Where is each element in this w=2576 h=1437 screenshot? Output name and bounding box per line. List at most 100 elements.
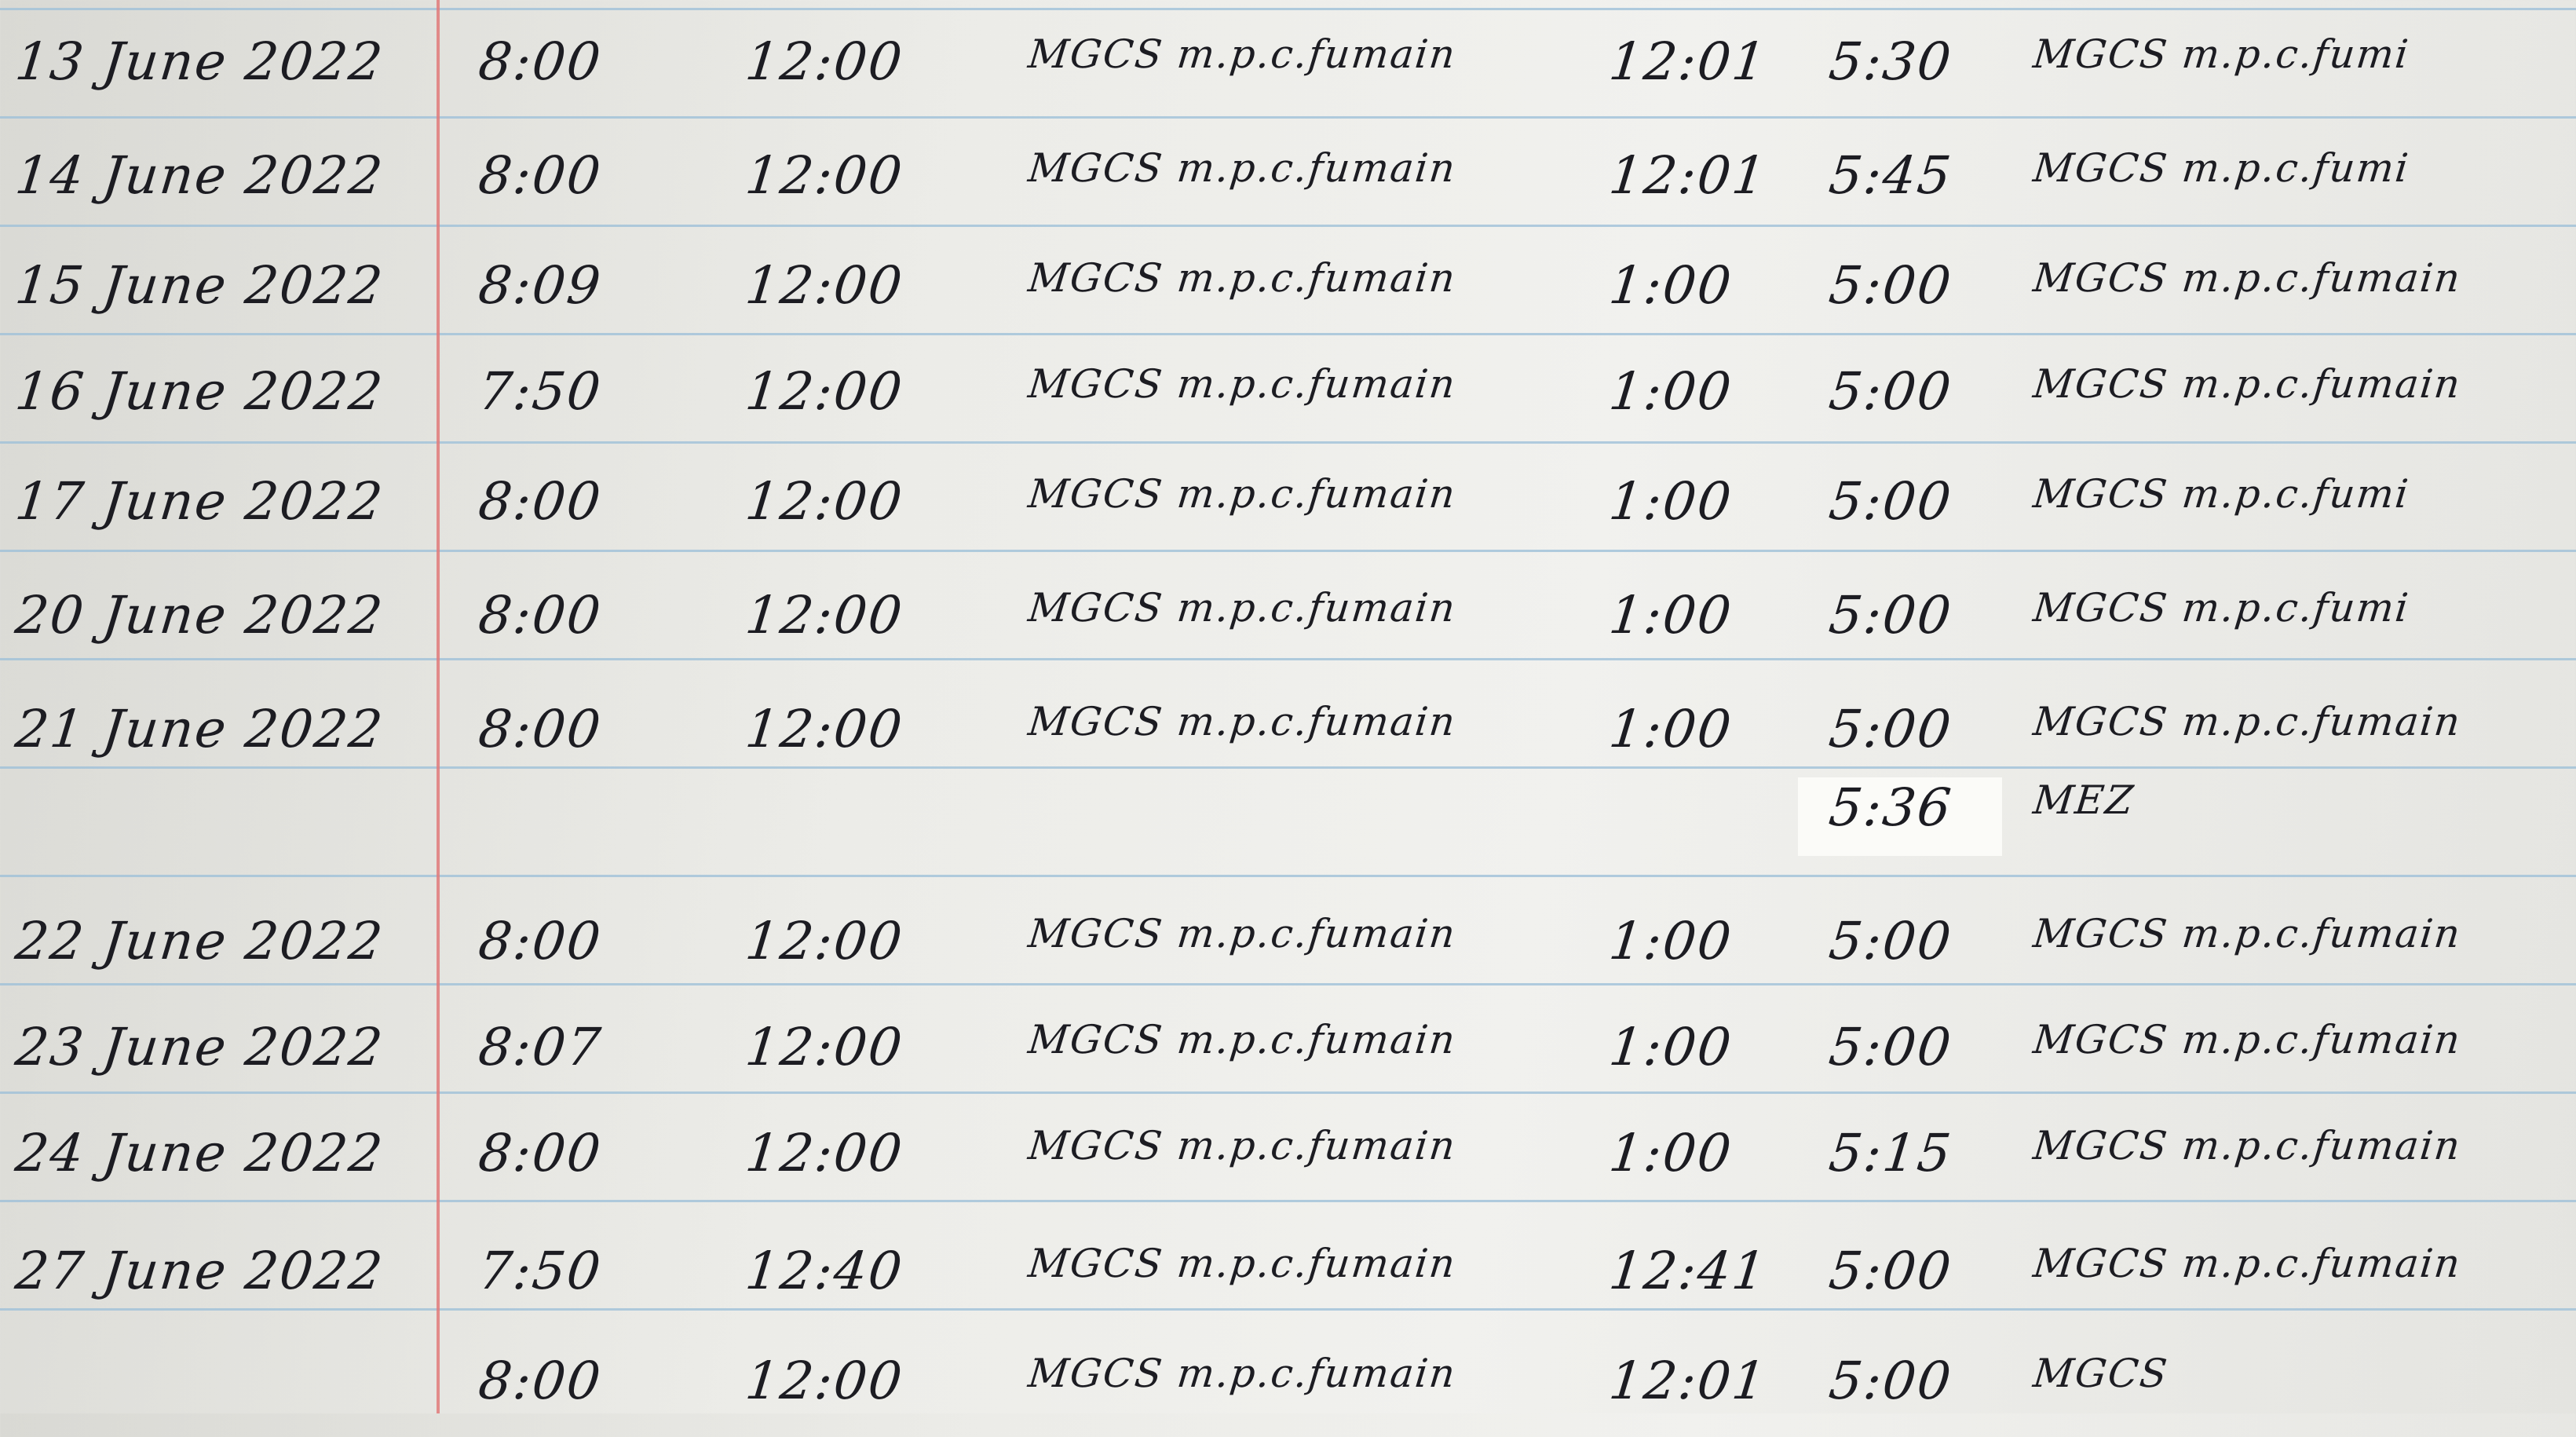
time-out-lunch-cell: 12:00 [742, 1351, 907, 1411]
ruled-line [0, 1200, 2576, 1202]
sign-2-cell: MGCS m.p.c.fumain [2030, 255, 2464, 301]
log-row: 5:36 MEZ [0, 777, 2576, 864]
sign-1-cell: MGCS m.p.c.fumain [1025, 699, 1459, 744]
time-in-cell: 8:00 [475, 1123, 605, 1183]
time-in-cell: 8:00 [475, 31, 605, 92]
date-cell: 24 June 2022 [12, 1123, 387, 1183]
sign-1-cell: MGCS m.p.c.fumain [1025, 1123, 1459, 1168]
time-out-lunch-cell: 12:00 [742, 585, 907, 645]
time-out-cell: 5:30 [1825, 31, 1956, 92]
time-out-cell: 5:00 [1825, 1017, 1956, 1077]
sign-1-cell: MGCS m.p.c.fumain [1025, 1241, 1459, 1286]
date-cell: 13 June 2022 [12, 31, 387, 92]
log-row: 21 June 2022 8:00 12:00 MGCS m.p.c.fumain 1:… [0, 699, 2576, 785]
date-cell: 17 June 2022 [12, 471, 387, 532]
time-out-lunch-cell: 12:00 [742, 31, 907, 92]
ruled-line [0, 441, 2576, 444]
sign-1-cell: MGCS m.p.c.fumain [1025, 1017, 1459, 1062]
ruled-line [0, 8, 2576, 10]
sign-2-cell: MGCS m.p.c.fumain [2030, 1123, 2464, 1168]
sign-2-cell: MEZ [2030, 777, 2137, 823]
sign-2-cell: MGCS m.p.c.fumi [2030, 145, 2412, 191]
time-out-lunch-cell: 12:00 [742, 699, 907, 759]
time-out-lunch-cell: 12:00 [742, 911, 907, 971]
ruled-line [0, 875, 2576, 877]
time-in-lunch-cell: 1:00 [1606, 1017, 1736, 1077]
time-in-cell: 8:00 [475, 585, 605, 645]
log-row: 14 June 2022 8:00 12:00 MGCS m.p.c.fumain 12… [0, 145, 2576, 232]
sign-1-cell: MGCS m.p.c.fumain [1025, 471, 1459, 517]
correction-patch [1798, 777, 2002, 856]
ruled-line [0, 333, 2576, 335]
date-cell: 22 June 2022 [12, 911, 387, 971]
log-row: 15 June 2022 8:09 12:00 MGCS m.p.c.fumain 1:… [0, 255, 2576, 342]
time-out-cell: 5:00 [1825, 471, 1956, 532]
time-out-lunch-cell: 12:00 [742, 361, 907, 422]
time-out-cell: 5:00 [1825, 361, 1956, 422]
sign-2-cell: MGCS m.p.c.fumi [2030, 31, 2412, 77]
time-in-lunch-cell: 1:00 [1606, 471, 1736, 532]
sign-2-cell: MGCS m.p.c.fumi [2030, 471, 2412, 517]
sign-1-cell: MGCS m.p.c.fumain [1025, 1351, 1459, 1396]
log-row: 23 June 2022 8:07 12:00 MGCS m.p.c.fumain 1:… [0, 1017, 2576, 1103]
date-cell: 23 June 2022 [12, 1017, 387, 1077]
date-cell: 16 June 2022 [12, 361, 387, 422]
time-in-lunch-cell: 12:41 [1606, 1241, 1770, 1301]
sign-1-cell: MGCS m.p.c.fumain [1025, 361, 1459, 407]
sign-2-cell: MGCS m.p.c.fumi [2030, 585, 2412, 631]
ruled-line [0, 225, 2576, 227]
date-cell: 27 June 2022 [12, 1241, 387, 1301]
ruled-line [0, 116, 2576, 119]
time-in-cell: 7:50 [475, 1241, 605, 1301]
time-in-cell: 8:09 [475, 255, 605, 316]
time-in-cell: 8:00 [475, 699, 605, 759]
time-in-lunch-cell: 1:00 [1606, 585, 1736, 645]
sign-2-cell: MGCS m.p.c.fumain [2030, 699, 2464, 744]
date-cell: 20 June 2022 [12, 585, 387, 645]
time-in-cell: 8:07 [475, 1017, 605, 1077]
ruled-line [0, 550, 2576, 552]
log-row: 17 June 2022 8:00 12:00 MGCS m.p.c.fumain 1:… [0, 471, 2576, 558]
ruled-line [0, 1308, 2576, 1311]
sign-2-cell: MGCS m.p.c.fumain [2030, 1241, 2464, 1286]
sign-1-cell: MGCS m.p.c.fumain [1025, 911, 1459, 956]
time-out-cell: 5:00 [1825, 911, 1956, 971]
sign-2-cell: MGCS m.p.c.fumain [2030, 361, 2464, 407]
log-row: 20 June 2022 8:00 12:00 MGCS m.p.c.fumain 1:… [0, 585, 2576, 671]
time-in-lunch-cell: 12:01 [1606, 1351, 1770, 1411]
time-out-cell: 5:00 [1825, 585, 1956, 645]
sign-1-cell: MGCS m.p.c.fumain [1025, 585, 1459, 631]
time-in-lunch-cell: 1:00 [1606, 1123, 1736, 1183]
ruled-line [0, 1091, 2576, 1094]
log-row: 13 June 2022 8:00 12:00 MGCS m.p.c.fumain 12… [0, 31, 2576, 118]
red-margin-line [437, 0, 440, 1413]
time-out-cell: 5:00 [1825, 1351, 1956, 1411]
time-out-cell: 5:00 [1825, 1241, 1956, 1301]
time-in-lunch-cell: 1:00 [1606, 255, 1736, 316]
time-in-lunch-cell: 12:01 [1606, 31, 1770, 92]
time-out-lunch-cell: 12:00 [742, 471, 907, 532]
ruled-line [0, 766, 2576, 769]
sign-2-cell: MGCS m.p.c.fumain [2030, 911, 2464, 956]
log-row: 24 June 2022 8:00 12:00 MGCS m.p.c.fumain 1:… [0, 1123, 2576, 1209]
log-row: 22 June 2022 8:00 12:00 MGCS m.p.c.fumain 1:… [0, 911, 2576, 997]
date-cell: 21 June 2022 [12, 699, 387, 759]
log-row: 27 June 2022 7:50 12:40 MGCS m.p.c.fumain 12… [0, 1241, 2576, 1327]
time-out-cell: 5:36 [1825, 777, 1956, 838]
time-out-lunch-cell: 12:00 [742, 1017, 907, 1077]
time-out-lunch-cell: 12:00 [742, 145, 907, 206]
time-in-lunch-cell: 1:00 [1606, 911, 1736, 971]
sign-2-cell: MGCS [2030, 1351, 2171, 1396]
time-in-cell: 8:00 [475, 145, 605, 206]
log-row: 16 June 2022 7:50 12:00 MGCS m.p.c.fumain 1:… [0, 361, 2576, 448]
time-out-lunch-cell: 12:40 [742, 1241, 907, 1301]
time-in-cell: 7:50 [475, 361, 605, 422]
ruled-line [0, 658, 2576, 660]
time-in-cell: 8:00 [475, 1351, 605, 1411]
time-out-cell: 5:15 [1825, 1123, 1956, 1183]
ruled-line [0, 983, 2576, 985]
time-in-lunch-cell: 1:00 [1606, 699, 1736, 759]
sign-1-cell: MGCS m.p.c.fumain [1025, 255, 1459, 301]
sign-1-cell: MGCS m.p.c.fumain [1025, 31, 1459, 77]
time-in-cell: 8:00 [475, 911, 605, 971]
